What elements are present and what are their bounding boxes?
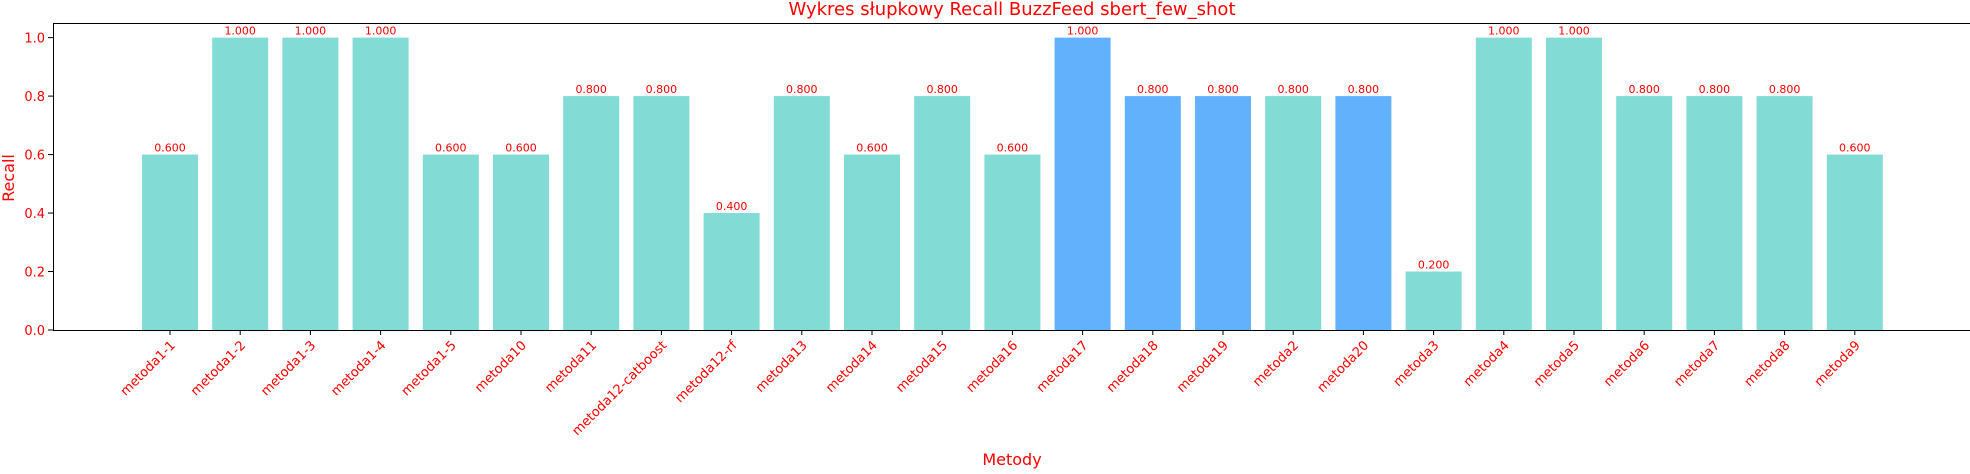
bar [1616,96,1672,330]
x-tick-label: metoda3 [1391,338,1443,390]
bar [1195,96,1251,330]
bar-value-label: 0.200 [1418,259,1450,272]
bar [1125,96,1181,330]
y-tick-label: 0.8 [24,90,45,105]
chart-title: Wykres słupkowy Recall BuzzFeed sbert_fe… [788,0,1235,20]
x-tick-label: metoda6 [1601,338,1653,390]
x-tick-label: metoda1-2 [188,338,249,399]
y-tick-label: 0.4 [24,207,45,222]
x-tick-label: metoda1-1 [118,338,179,399]
bar-value-label: 0.800 [926,83,958,96]
bar [704,213,760,330]
x-tick-label: metoda17 [1034,338,1092,396]
bar [212,38,268,330]
bar-value-label: 1.000 [224,25,256,38]
bars-layer [142,38,1883,330]
x-tick-label: metoda18 [1104,338,1162,396]
x-axis-label: Metody [982,450,1041,469]
bar-value-label: 0.800 [646,83,678,96]
bar [282,38,338,330]
x-tick-label: metoda11 [542,338,600,396]
bar-value-label: 0.600 [435,142,467,155]
x-tick-label: metoda8 [1742,338,1794,390]
bar [914,96,970,330]
bar-value-label: 1.000 [1558,25,1590,38]
bar-value-label: 0.400 [716,200,748,213]
bar [1055,38,1111,330]
bar-value-label: 0.800 [1769,83,1801,96]
bar-value-label: 0.800 [1699,83,1731,96]
x-tick-label: metoda16 [964,338,1022,396]
x-tick-label: metoda13 [753,338,811,396]
bar [844,155,900,330]
bar-value-label: 0.600 [154,142,186,155]
x-tick-label: metoda10 [472,338,530,396]
x-tick-label: metoda9 [1812,338,1864,390]
bar-value-label: 1.000 [1488,25,1520,38]
bar [1827,155,1883,330]
bar [1757,96,1813,330]
x-tick-label: metoda12-rf [672,338,740,406]
y-tick-label: 0.6 [24,149,45,164]
x-tick-label: metoda20 [1315,338,1373,396]
bar-value-label: 1.000 [365,25,397,38]
x-tick-label: metoda7 [1671,338,1723,390]
x-tick-label: metoda14 [823,338,881,396]
bar [1686,96,1742,330]
x-tick-label: metoda15 [893,338,951,396]
bar [142,155,198,330]
bar [353,38,409,330]
x-tick-label: metoda1-5 [399,338,460,399]
bar-value-label: 1.000 [1067,25,1099,38]
x-tick-label: metoda19 [1174,338,1232,396]
bar-value-label: 0.600 [1839,142,1871,155]
bar-value-label: 0.600 [997,142,1029,155]
bar-value-label: 0.800 [1207,83,1239,96]
bar [1546,38,1602,330]
bar [774,96,830,330]
bar [563,96,619,330]
x-tick-label: metoda1-3 [258,338,319,399]
bar-value-label: 0.800 [1348,83,1380,96]
bar-value-label: 0.800 [1137,83,1169,96]
bar-value-label: 0.800 [575,83,607,96]
bar [984,155,1040,330]
x-tick-label: metoda2 [1250,338,1302,390]
y-axis-label: Recall [0,154,18,202]
bar [1335,96,1391,330]
bar [1265,96,1321,330]
bar [633,96,689,330]
bar-value-label: 0.800 [1628,83,1660,96]
y-tick-label: 1.0 [24,32,45,47]
bar-value-label: 0.800 [1277,83,1309,96]
x-tick-label: metoda4 [1461,338,1513,390]
bar [1406,272,1462,330]
x-tick-label: metoda1-4 [328,338,389,399]
bar-value-label: 0.800 [786,83,818,96]
bar [423,155,479,330]
y-tick-label: 0.0 [24,324,45,339]
bar-value-label: 0.600 [505,142,537,155]
bar [493,155,549,330]
y-axis-ticks: 0.0 0.2 0.4 0.6 0.8 1.0 [24,32,53,339]
bar-value-label: 0.600 [856,142,888,155]
y-tick-label: 0.2 [24,266,45,281]
bar [1476,38,1532,330]
x-tick-label: metoda5 [1531,338,1583,390]
bar-value-label: 1.000 [295,25,327,38]
